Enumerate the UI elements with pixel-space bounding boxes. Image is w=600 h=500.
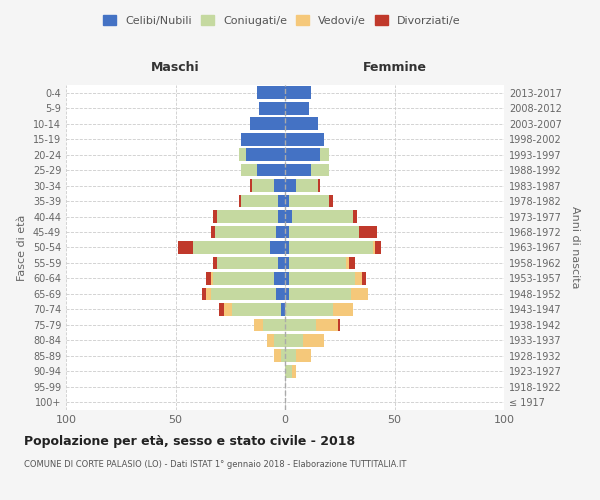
Bar [274,334,285,346]
Text: COMUNE DI CORTE PALASIO (LO) - Dati ISTAT 1° gennaio 2018 - Elaborazione TUTTITA: COMUNE DI CORTE PALASIO (LO) - Dati ISTA… [24,460,406,469]
Bar [263,318,285,331]
Bar [202,288,206,300]
Bar [193,241,269,254]
Bar [213,210,217,223]
Bar [289,272,355,285]
Bar [285,334,302,346]
Bar [241,194,278,207]
Bar [316,318,338,331]
Bar [285,272,289,285]
Bar [224,303,232,316]
Bar [241,164,257,176]
Bar [245,148,285,161]
Bar [285,241,289,254]
Bar [285,164,311,176]
Y-axis label: Anni di nascita: Anni di nascita [570,206,580,288]
Bar [318,179,320,192]
Bar [285,350,296,362]
Bar [252,179,274,192]
Bar [355,272,362,285]
Bar [257,164,285,176]
Bar [274,272,285,285]
Bar [285,210,292,223]
Bar [375,241,382,254]
Bar [353,210,357,223]
Bar [257,86,285,99]
Bar [278,194,285,207]
Bar [274,350,281,362]
Bar [254,318,263,331]
Bar [338,318,340,331]
Bar [289,194,329,207]
Bar [362,272,366,285]
Bar [268,334,274,346]
Bar [359,226,377,238]
Bar [285,303,333,316]
Bar [289,256,346,270]
Bar [296,179,318,192]
Bar [285,226,289,238]
Bar [250,179,252,192]
Bar [285,133,325,145]
Bar [259,102,285,115]
Bar [217,210,278,223]
Bar [292,365,296,378]
Bar [289,288,350,300]
Bar [302,334,325,346]
Bar [349,256,355,270]
Bar [239,194,241,207]
Bar [311,164,329,176]
Bar [292,210,353,223]
Bar [333,303,353,316]
Bar [285,256,289,270]
Bar [250,118,285,130]
Bar [285,179,296,192]
Bar [285,148,320,161]
Bar [285,118,318,130]
Bar [213,256,217,270]
Bar [320,148,329,161]
Bar [346,256,349,270]
Bar [213,272,274,285]
Bar [296,350,311,362]
Bar [211,226,215,238]
Bar [269,241,285,254]
Bar [289,226,359,238]
Y-axis label: Fasce di età: Fasce di età [17,214,27,280]
Text: Maschi: Maschi [151,61,200,74]
Bar [278,210,285,223]
Bar [278,256,285,270]
Bar [285,102,309,115]
Bar [241,133,285,145]
Bar [373,241,375,254]
Bar [274,179,285,192]
Bar [289,241,373,254]
Bar [329,194,333,207]
Text: Popolazione per età, sesso e stato civile - 2018: Popolazione per età, sesso e stato civil… [24,435,355,448]
Legend: Celibi/Nubili, Coniugati/e, Vedovi/e, Divorziati/e: Celibi/Nubili, Coniugati/e, Vedovi/e, Di… [99,10,465,30]
Bar [239,148,245,161]
Bar [215,226,276,238]
Bar [206,288,211,300]
Bar [211,288,276,300]
Bar [217,256,278,270]
Bar [285,318,316,331]
Bar [351,288,368,300]
Bar [281,303,285,316]
Bar [276,226,285,238]
Bar [285,86,311,99]
Bar [211,272,213,285]
Bar [178,241,193,254]
Bar [285,365,292,378]
Bar [206,272,211,285]
Bar [285,194,289,207]
Bar [281,350,285,362]
Bar [220,303,224,316]
Bar [276,288,285,300]
Text: Femmine: Femmine [362,61,427,74]
Bar [232,303,281,316]
Bar [285,288,289,300]
